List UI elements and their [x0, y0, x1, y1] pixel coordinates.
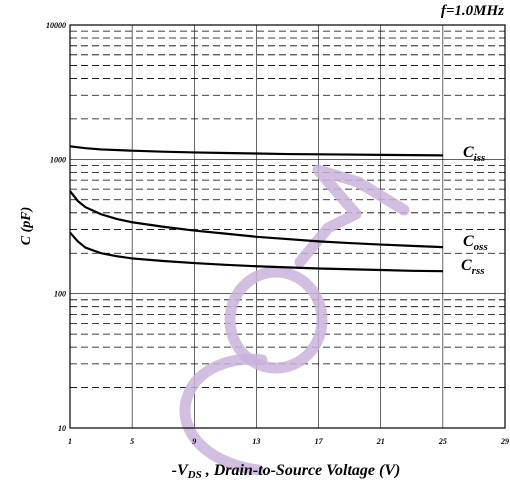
x-tick-label: 25 [438, 437, 447, 446]
series-label-rss: Crss [461, 257, 485, 277]
watermark [179, 164, 410, 476]
series-label-main: C [461, 257, 472, 274]
x-axis-label-subscript: DS [187, 469, 202, 481]
watermark-stroke [179, 353, 268, 476]
series-label-subscript: rss [472, 265, 485, 277]
x-tick-label: 1 [68, 437, 72, 446]
series-label-subscript: iss [474, 152, 486, 164]
x-tick-label: 29 [500, 437, 509, 446]
plot-frame [69, 24, 506, 429]
x-tick-label: 9 [192, 437, 196, 446]
watermark-stroke [224, 266, 328, 374]
series-label-iss: Ciss [463, 144, 485, 164]
y-tick-label: 10 [58, 424, 66, 433]
series-line-rss [69, 231, 443, 273]
tick-labels: 1 5 9 13 17 21 25 29 10 100 1000 10000 [46, 21, 509, 446]
series-lines [69, 145, 443, 273]
y-tick-label: 100 [54, 290, 66, 299]
x-axis-label-main: -V [172, 462, 189, 479]
y-tick-label: 10000 [46, 21, 66, 30]
x-axis-label-rest: , Drain-to-Source Voltage (V) [202, 462, 401, 479]
series-label-main: C [463, 233, 474, 250]
y-axis-label: C (pF) [19, 207, 34, 246]
x-axis-label: -VDS , Drain-to-Source Voltage (V) [172, 462, 401, 481]
chart-title: f=1.0MHz [441, 3, 504, 19]
x-tick-label: 17 [315, 437, 324, 446]
y-tick-label: 1000 [50, 155, 66, 164]
series-label-main: C [463, 144, 474, 161]
series-label-oss: Coss [463, 233, 488, 253]
series-label-subscript: oss [474, 241, 488, 253]
x-tick-label: 5 [130, 437, 134, 446]
watermark-stroke [294, 164, 410, 268]
series-line-iss [69, 145, 443, 157]
x-tick-label: 21 [376, 437, 385, 446]
x-tick-label: 13 [252, 437, 260, 446]
series-line-oss [69, 190, 443, 249]
